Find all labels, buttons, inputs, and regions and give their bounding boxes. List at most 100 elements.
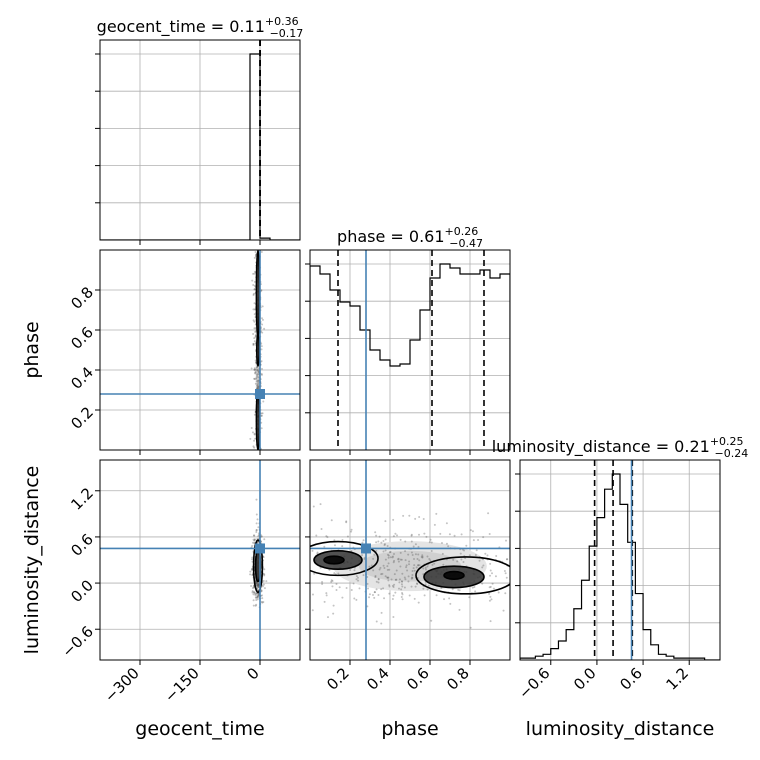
sample-point — [263, 573, 266, 576]
sample-point — [414, 553, 417, 556]
sample-point — [284, 590, 286, 592]
sample-point — [257, 235, 259, 237]
sample-point — [251, 556, 254, 559]
sample-point — [260, 414, 263, 417]
sample-point — [260, 348, 263, 351]
sample-point — [512, 589, 514, 591]
sample-point — [488, 599, 491, 602]
sample-point — [335, 582, 338, 585]
sample-point — [255, 387, 258, 390]
sample-point — [411, 554, 414, 557]
sample-point — [417, 564, 420, 567]
sample-point — [370, 564, 373, 567]
sample-point — [380, 573, 383, 576]
sample-point — [418, 559, 421, 562]
sample-point — [445, 542, 448, 545]
sample-point — [255, 462, 257, 464]
y-tick-label: 0.6 — [67, 530, 97, 560]
sample-point — [410, 534, 413, 537]
sample-point — [255, 498, 258, 501]
sample-point — [257, 582, 260, 585]
sample-point — [255, 241, 257, 243]
sample-point — [388, 585, 391, 588]
sample-point — [381, 572, 384, 575]
density-layer — [100, 88, 300, 603]
sample-point — [261, 305, 264, 308]
sample-point — [256, 595, 259, 598]
sample-point — [256, 369, 259, 372]
sample-point — [384, 575, 387, 578]
sample-point — [355, 575, 358, 578]
sample-point — [255, 88, 257, 90]
scatter-panel-geocent_time-phase: 0.2 0.4 0.6 0.8 — [67, 88, 301, 603]
sample-point — [355, 578, 358, 581]
sample-point — [539, 596, 541, 598]
sample-point — [426, 565, 429, 568]
sample-point — [261, 469, 263, 471]
sample-point — [256, 601, 258, 603]
sample-point — [398, 578, 401, 581]
sample-point — [463, 549, 466, 552]
sample-point — [229, 533, 231, 535]
sample-point — [257, 583, 260, 586]
sample-point — [392, 535, 395, 538]
sample-point — [394, 591, 397, 594]
sample-point — [254, 241, 256, 243]
contour — [255, 333, 260, 367]
sample-point — [377, 540, 380, 543]
x-tick-label: 0.8 — [443, 664, 473, 694]
sample-point — [258, 455, 260, 457]
sample-point — [273, 544, 275, 546]
sample-point — [251, 587, 254, 590]
sample-point — [330, 519, 333, 522]
sample-point — [256, 482, 258, 484]
sample-point — [414, 585, 417, 588]
sample-point — [405, 564, 408, 567]
sample-point — [255, 529, 258, 532]
sample-point — [222, 540, 224, 542]
sample-point — [260, 373, 263, 376]
sample-point — [430, 541, 433, 544]
sample-point — [257, 373, 260, 376]
sample-point — [408, 563, 411, 566]
sample-point — [423, 532, 426, 535]
sample-point — [297, 603, 299, 605]
sample-point — [417, 553, 420, 556]
sample-point — [256, 583, 259, 586]
sample-point — [253, 377, 256, 380]
sample-point — [389, 550, 392, 553]
sample-point — [254, 335, 257, 338]
sample-point — [366, 582, 369, 585]
sample-point — [256, 583, 259, 586]
sample-point — [262, 579, 265, 582]
sample-point — [252, 294, 255, 297]
sample-point — [252, 272, 255, 275]
sample-point — [549, 573, 551, 575]
sample-point — [600, 550, 602, 552]
sample-point — [375, 620, 378, 623]
sample-point — [252, 591, 255, 594]
sample-point — [392, 585, 395, 588]
sample-point — [383, 544, 386, 547]
sample-point — [526, 575, 528, 577]
sample-point — [439, 532, 442, 535]
sample-point — [526, 550, 528, 552]
sample-point — [448, 533, 451, 536]
sample-point — [250, 585, 253, 588]
sample-point — [506, 558, 509, 561]
sample-point — [253, 534, 256, 537]
sample-point — [504, 572, 507, 575]
sample-point — [408, 594, 411, 597]
sample-point — [386, 553, 389, 556]
x-axis-label-phase: phase — [381, 718, 438, 740]
sample-point — [375, 588, 378, 591]
sample-point — [305, 618, 307, 620]
sample-point — [456, 560, 459, 563]
sample-point — [256, 585, 259, 588]
sample-point — [471, 530, 474, 533]
sample-point — [263, 574, 266, 577]
y-tick-label: 0.2 — [67, 403, 97, 433]
sample-point — [415, 566, 418, 569]
sample-point — [489, 569, 492, 572]
sample-point — [380, 541, 383, 544]
